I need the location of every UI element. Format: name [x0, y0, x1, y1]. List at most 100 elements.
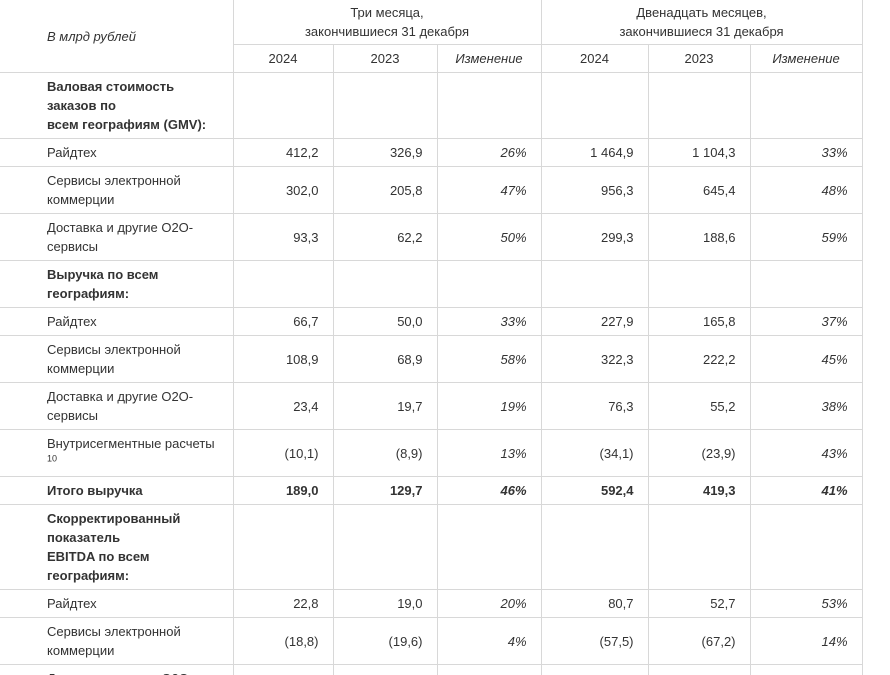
- change-cell: 59%: [750, 213, 863, 261]
- change-cell: 33%: [437, 307, 542, 336]
- change-cell: 14%: [750, 617, 863, 665]
- row-label: Райдтех: [0, 589, 234, 618]
- table-row: Итого выручка 189,0 129,7 46% 592,4 419,3 41%: [0, 476, 863, 505]
- value-cell: 108,9: [233, 335, 334, 383]
- change-cell: 46%: [437, 476, 542, 505]
- value-cell: 93,3: [233, 213, 334, 261]
- row-label: Райдтех: [0, 138, 234, 167]
- value-cell: [233, 260, 334, 308]
- table-row: Сервисы электронной коммерции (18,8) (19,6…: [0, 617, 863, 665]
- value-cell: [333, 72, 438, 139]
- col-group-three-months: Три месяца, закончившиеся 31 декабря: [233, 0, 542, 45]
- value-cell: 956,3: [541, 166, 649, 214]
- value-cell: 222,2: [648, 335, 751, 383]
- table-row: Внутрисегментные расчеты 10 (10,1) (8,9) 13…: [0, 429, 863, 477]
- financial-table: В млрд рублей Три месяца, закончившиеся …: [0, 0, 863, 675]
- col-header-12m-2023: 2023: [648, 44, 751, 73]
- row-label: Валовая стоимость заказов по всем геогра…: [0, 72, 234, 139]
- table-row: Райдтех 412,2 326,9 26% 1 464,9 1 104,3 33%: [0, 138, 863, 167]
- row-label: Сервисы электронной коммерции: [0, 335, 234, 383]
- row-label: Скорректированный показатель EBITDA по в…: [0, 504, 234, 590]
- change-cell: 53%: [750, 589, 863, 618]
- value-cell: (2,4): [233, 664, 334, 675]
- row-label: Сервисы электронной коммерции: [0, 617, 234, 665]
- change-cell: 47%: [437, 166, 542, 214]
- change-cell: [437, 504, 542, 590]
- row-label: Выручка по всем географиям:: [0, 260, 234, 308]
- change-cell: 58%: [437, 335, 542, 383]
- col-header-12m-2024: 2024: [541, 44, 649, 73]
- value-cell: 19,7: [333, 382, 438, 430]
- value-cell: [233, 504, 334, 590]
- col-group-twelve-months: Двенадцать месяцев, закончившиеся 31 дек…: [541, 0, 863, 45]
- table-row: Доставка и другие O2O-сервисы 93,3 62,2 50%…: [0, 213, 863, 261]
- value-cell: [333, 504, 438, 590]
- value-cell: 322,3: [541, 335, 649, 383]
- table-row: Сервисы электронной коммерции 108,9 68,9 58…: [0, 335, 863, 383]
- change-cell: [750, 72, 863, 139]
- value-cell: [233, 72, 334, 139]
- value-cell: 592,4: [541, 476, 649, 505]
- value-cell: 76,3: [541, 382, 649, 430]
- change-cell: 38%: [750, 382, 863, 430]
- value-cell: 412,2: [233, 138, 334, 167]
- footnote-ref: 10: [47, 453, 58, 464]
- value-cell: [541, 72, 649, 139]
- value-cell: 80,7: [541, 589, 649, 618]
- value-cell: (18,8): [233, 617, 334, 665]
- col-header-3m-change: Изменение: [437, 44, 542, 73]
- value-cell: 419,3: [648, 476, 751, 505]
- change-cell: 4%: [437, 617, 542, 665]
- value-cell: 55,2: [648, 382, 751, 430]
- change-cell: 38%: [750, 664, 863, 675]
- change-cell: 41%: [750, 476, 863, 505]
- group-header-row: В млрд рублей Три месяца, закончившиеся …: [0, 0, 863, 73]
- change-cell: 33%: [750, 138, 863, 167]
- value-cell: 22,8: [233, 589, 334, 618]
- value-cell: 52,7: [648, 589, 751, 618]
- value-cell: 1 104,3: [648, 138, 751, 167]
- row-label: Доставка и другие O2O-сервисы: [0, 382, 234, 430]
- value-cell: 326,9: [333, 138, 438, 167]
- value-cell: 189,0: [233, 476, 334, 505]
- value-cell: 645,4: [648, 166, 751, 214]
- value-cell: [541, 260, 649, 308]
- value-cell: 68,9: [333, 335, 438, 383]
- value-cell: 66,7: [233, 307, 334, 336]
- change-cell: 13%: [437, 429, 542, 477]
- change-cell: 48%: [750, 166, 863, 214]
- change-cell: 26%: [437, 138, 542, 167]
- value-cell: 205,8: [333, 166, 438, 214]
- value-cell: (57,5): [541, 617, 649, 665]
- value-cell: (8,9): [333, 429, 438, 477]
- table-row: Скорректированный показатель EBITDA по в…: [0, 504, 863, 590]
- value-cell: (1,7): [333, 664, 438, 675]
- change-cell: 37%: [750, 307, 863, 336]
- value-cell: 50,0: [333, 307, 438, 336]
- value-cell: [541, 504, 649, 590]
- value-cell: (10,1): [233, 429, 334, 477]
- value-cell: 188,6: [648, 213, 751, 261]
- table-row: Сервисы электронной коммерции 302,0 205,8 4…: [0, 166, 863, 214]
- units-label: В млрд рублей: [0, 0, 234, 73]
- value-cell: 299,3: [541, 213, 649, 261]
- value-cell: [333, 260, 438, 308]
- change-cell: [750, 260, 863, 308]
- change-cell: 20%: [437, 589, 542, 618]
- row-label: Итого выручка: [0, 476, 234, 505]
- row-label: Доставка и другие O2O-сервисы: [0, 213, 234, 261]
- change-cell: -46%: [437, 664, 542, 675]
- col-header-3m-2024: 2024: [233, 44, 334, 73]
- table-row: Выручка по всем географиям:: [0, 260, 863, 308]
- table-row: Доставка и другие O2O-сервисы(2,4)(1,7)-…: [0, 664, 863, 675]
- value-cell: 165,8: [648, 307, 751, 336]
- row-label: Внутрисегментные расчеты 10: [0, 429, 234, 477]
- value-cell: 129,7: [333, 476, 438, 505]
- value-cell: 1 464,9: [541, 138, 649, 167]
- value-cell: (19,6): [333, 617, 438, 665]
- value-cell: (5,9): [541, 664, 649, 675]
- value-cell: [648, 504, 751, 590]
- change-cell: [750, 504, 863, 590]
- table-row: Доставка и другие O2O-сервисы 23,4 19,7 19%…: [0, 382, 863, 430]
- table-row: Райдтех 22,8 19,0 20% 80,7 52,7 53%: [0, 589, 863, 618]
